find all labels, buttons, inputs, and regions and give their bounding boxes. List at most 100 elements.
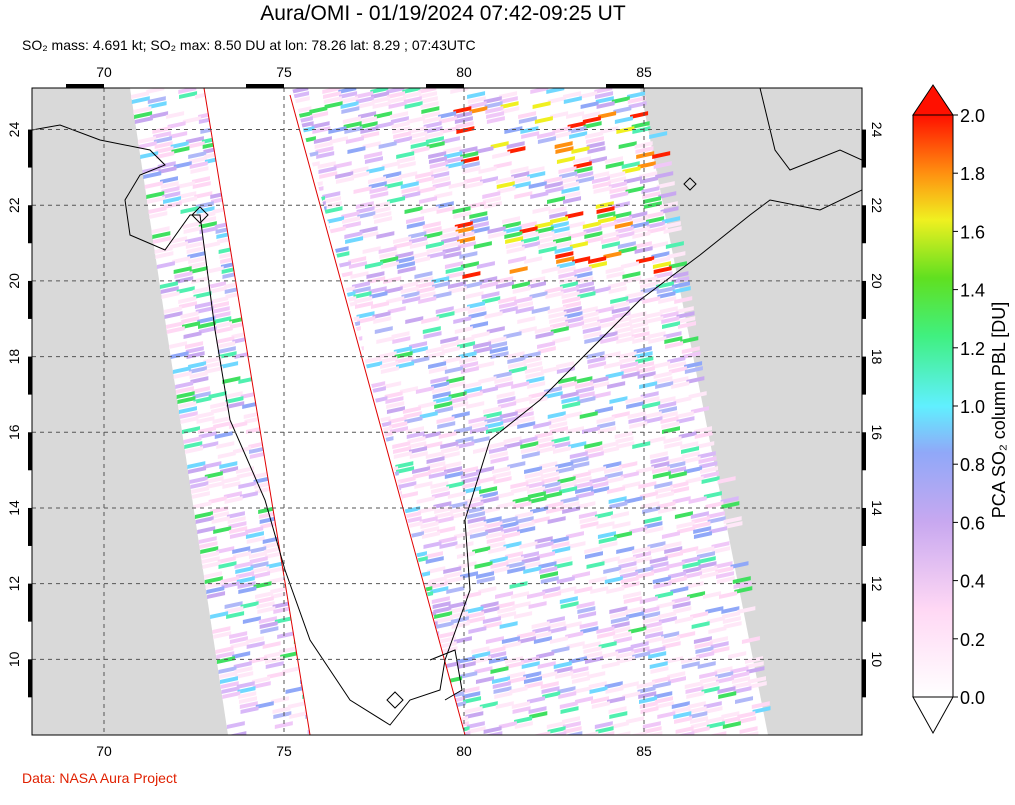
pixel <box>150 111 169 120</box>
pixel <box>484 101 503 109</box>
pixel <box>404 206 423 214</box>
pixel <box>350 166 369 174</box>
pixels <box>131 88 771 735</box>
pixel <box>690 511 709 519</box>
pixel <box>312 126 331 134</box>
pixel <box>459 671 478 679</box>
pixel <box>683 566 702 574</box>
pixel <box>614 321 633 329</box>
pixel <box>482 191 501 199</box>
pixel <box>523 671 542 679</box>
pixel <box>234 666 253 674</box>
pixel <box>403 516 422 524</box>
pixel <box>582 326 601 334</box>
pixel <box>464 496 483 504</box>
pixel <box>584 546 603 554</box>
pixel <box>719 591 738 599</box>
pixel <box>452 731 471 735</box>
pixel <box>658 401 677 409</box>
pixel <box>590 586 609 594</box>
pixel <box>636 366 655 374</box>
pixel <box>537 131 556 139</box>
pixel <box>470 216 489 224</box>
pixel <box>199 226 218 234</box>
pixel <box>343 121 362 129</box>
lon-label: 75 <box>276 743 292 759</box>
pixel <box>515 516 534 524</box>
lat-label: 20 <box>6 273 22 289</box>
pixel <box>528 181 547 189</box>
pixel <box>616 441 635 450</box>
pixel <box>364 151 383 159</box>
pixel <box>458 561 477 569</box>
pixel <box>510 481 529 489</box>
pixel <box>562 191 581 199</box>
pixel <box>521 451 540 459</box>
pixel <box>533 636 552 644</box>
pixel <box>502 641 521 649</box>
pixel <box>469 421 488 429</box>
pixel <box>483 96 502 105</box>
pixel <box>415 276 434 284</box>
pixel <box>270 586 289 594</box>
pixel <box>505 661 524 669</box>
pixel <box>315 146 334 154</box>
pixel <box>681 451 700 459</box>
pixel <box>484 416 503 424</box>
pixel <box>548 206 567 214</box>
pixel <box>187 461 206 470</box>
pixel <box>631 226 650 234</box>
pixel <box>148 206 167 214</box>
pixel <box>487 646 506 655</box>
pixel <box>156 261 175 269</box>
pixel <box>153 136 172 144</box>
pixel <box>520 126 539 134</box>
pixel <box>607 176 626 184</box>
pixel <box>573 161 592 169</box>
pixel <box>424 551 443 559</box>
pixel <box>589 686 608 694</box>
pixel <box>197 211 216 219</box>
pixel <box>488 546 507 554</box>
pixel <box>516 416 535 424</box>
pixel <box>598 216 617 224</box>
pixel <box>264 656 283 664</box>
pixel <box>627 411 646 420</box>
pixel <box>526 376 545 384</box>
pixel <box>466 506 485 514</box>
pixel <box>357 316 376 324</box>
pixel <box>409 346 428 354</box>
pixel <box>591 171 610 179</box>
pixel <box>220 361 239 369</box>
pixel <box>563 96 582 104</box>
pixel <box>540 466 559 474</box>
pixel <box>682 456 701 465</box>
pixel <box>490 351 509 359</box>
pixel <box>237 686 256 694</box>
pixel <box>427 251 446 259</box>
lat-label: 12 <box>869 576 885 592</box>
pixel <box>597 211 616 219</box>
pixel <box>525 476 544 484</box>
pixel <box>746 666 765 674</box>
pixel <box>639 176 658 184</box>
pixel <box>524 366 543 374</box>
pixel <box>557 476 576 484</box>
pixel <box>451 411 470 419</box>
pixel <box>740 731 759 735</box>
pixel <box>465 711 484 719</box>
pixel <box>406 221 425 229</box>
lat-label: 10 <box>869 652 885 668</box>
pixel <box>467 516 486 524</box>
pixel <box>356 206 375 214</box>
pixel <box>612 521 631 529</box>
colorbar-tick-label: 0.0 <box>960 688 985 708</box>
pixel <box>154 246 173 254</box>
pixel <box>376 336 395 344</box>
pixel <box>561 291 580 299</box>
pixel <box>596 626 615 634</box>
pixel <box>626 401 645 410</box>
pixel <box>446 376 465 384</box>
pixel <box>440 336 459 344</box>
pixel <box>574 166 593 174</box>
